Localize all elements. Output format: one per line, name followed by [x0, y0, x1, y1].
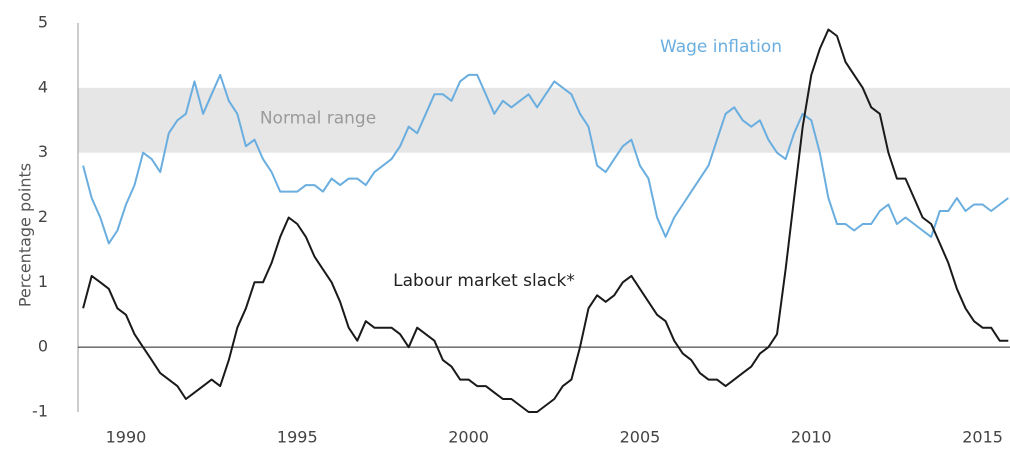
y-tick-label: 5: [38, 13, 48, 32]
y-tick-label: 1: [38, 272, 48, 291]
y-axis-label: Percentage points: [16, 163, 35, 307]
series-line: [82, 73, 1009, 245]
series-label: Wage inflation: [660, 37, 782, 57]
series-label: Labour market slack*: [393, 271, 575, 291]
y-tick-label: -1: [32, 402, 48, 421]
x-tick-label: 2005: [620, 428, 661, 447]
x-tick-label: 2010: [791, 428, 832, 447]
series-line: [82, 28, 1009, 413]
y-tick-label: 4: [38, 77, 48, 96]
x-tick-label: 2000: [448, 428, 489, 447]
band-label: Normal range: [260, 108, 376, 128]
x-tick-label: 1995: [277, 428, 318, 447]
x-tick-label: 2015: [962, 428, 1003, 447]
x-tick-label: 1990: [106, 428, 147, 447]
y-tick-label: 0: [38, 337, 48, 356]
y-tick-label: 3: [38, 142, 48, 161]
y-tick-label: 2: [38, 207, 48, 226]
